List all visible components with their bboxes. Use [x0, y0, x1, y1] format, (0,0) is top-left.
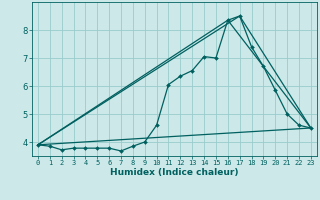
X-axis label: Humidex (Indice chaleur): Humidex (Indice chaleur): [110, 168, 239, 177]
